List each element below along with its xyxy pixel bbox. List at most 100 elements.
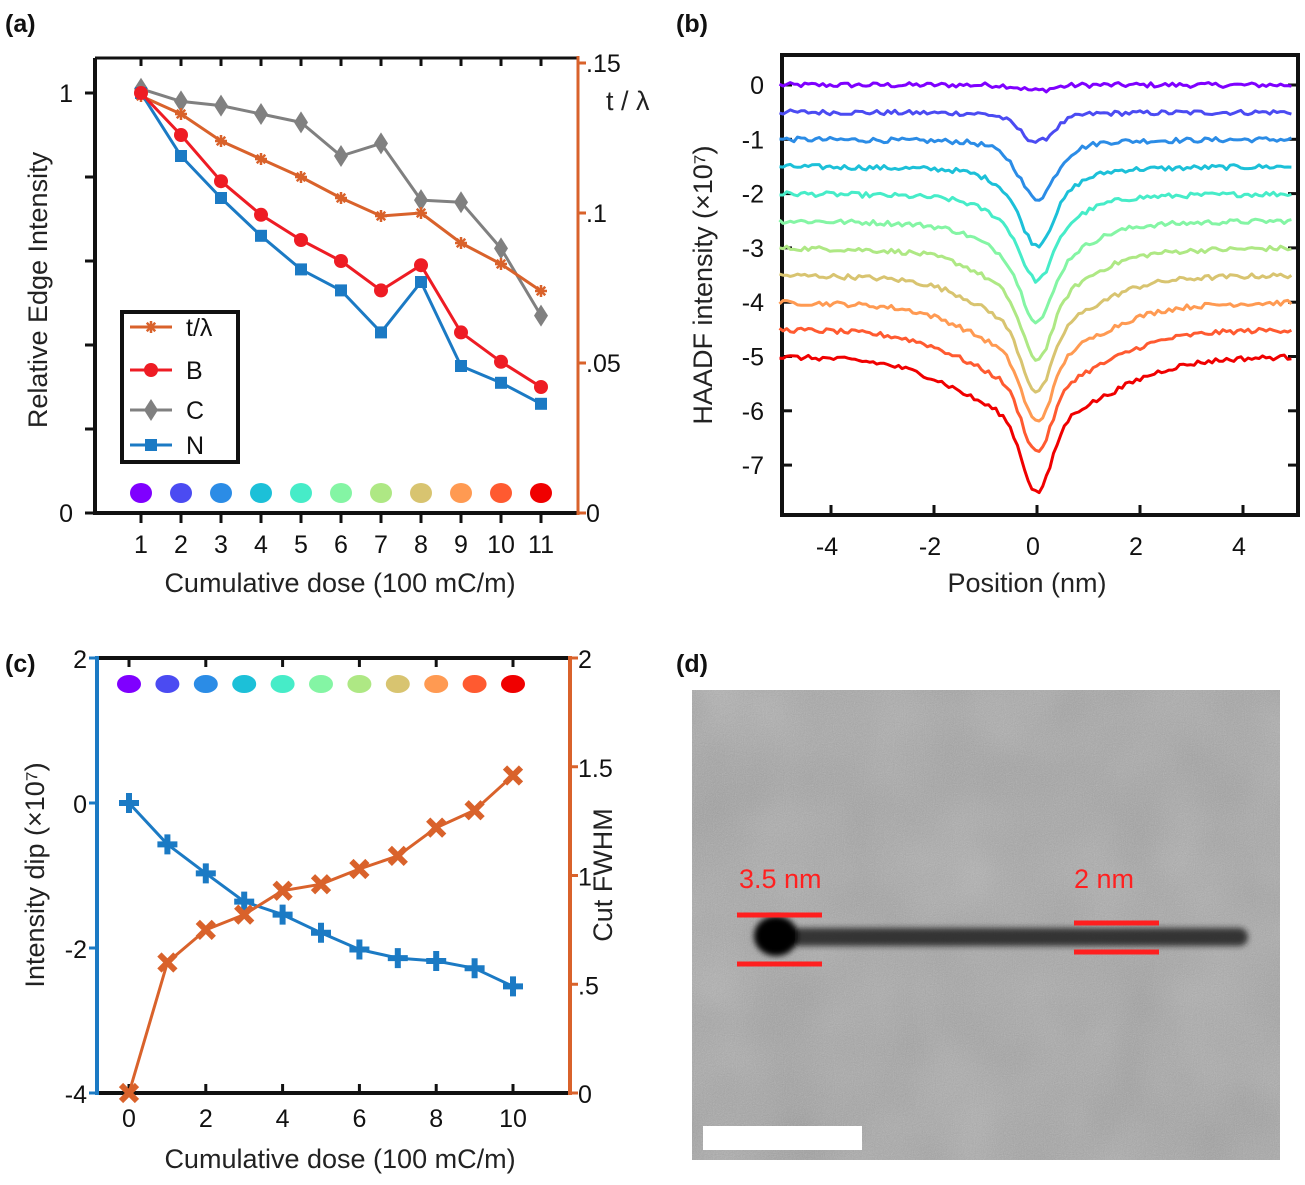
data-point [494,237,508,260]
x-tick-label: 2 [1129,533,1143,561]
data-point [195,863,216,884]
data-point [234,904,255,925]
data-point [426,817,447,838]
profile-curve [778,326,1293,453]
x-axis-label: Position (nm) [947,568,1106,598]
data-point [494,354,508,369]
data-point [464,958,485,979]
profile-curve [778,217,1292,325]
scale-bar [703,1126,862,1150]
data-point-stroke [335,192,347,204]
y2-tick-label: .15 [586,50,621,78]
dose-color-dot [501,675,525,693]
data-point [374,283,388,298]
x-axis-label: Cumulative dose (100 mC/m) [164,1144,515,1174]
legend-label: B [186,357,203,385]
data-point [195,919,216,940]
data-point [387,845,408,867]
data-point [534,380,548,394]
data-point [414,189,428,212]
x-tick-label: 7 [374,531,388,559]
y2-axis-label: t / λ [606,86,650,116]
data-point [454,325,468,340]
x-tick-label: -2 [919,533,941,561]
data-point [311,922,331,943]
panel-label: (b) [676,10,708,38]
y2-tick-label: 2 [578,646,592,674]
data-point [174,128,188,142]
legend-marker [145,439,157,451]
data-point [535,285,547,297]
data-point [335,192,347,204]
profile-curve [779,162,1292,249]
y2-tick-label: .1 [586,200,607,228]
y2-tick-label: 0 [578,1081,592,1109]
legend-marker [144,363,158,377]
dose-color-dot [330,483,352,503]
x-tick-label: 8 [429,1105,443,1133]
data-point [118,1082,140,1104]
data-point [255,229,267,242]
data-point-stroke [255,153,267,165]
data-point [415,207,427,219]
data-point [334,254,348,268]
legend-label: t/λ [186,314,213,342]
dose-color-dot [462,675,487,693]
data-point [157,834,178,855]
data-point [455,360,467,372]
data-point [503,976,523,997]
x-tick-label: 4 [254,531,268,559]
data-point [375,210,387,222]
profile-curve [779,272,1293,394]
series-intensity-dip [119,793,523,997]
panel-label: (a) [5,10,36,38]
y-tick-label: -3 [742,235,764,263]
data-point-stroke [175,108,187,120]
series-line [127,801,514,988]
data-point [455,237,467,249]
data-point [535,397,547,410]
dose-color-dot [290,483,312,503]
data-point [464,800,485,821]
data-point [495,258,507,270]
data-point [119,793,139,813]
y-tick-label: 1 [59,80,73,108]
data-point [254,103,268,125]
y-tick-label: -4 [65,1081,87,1109]
y-tick-label: 0 [750,72,764,100]
profile-curve [779,353,1292,495]
y-tick-label: 0 [73,791,87,819]
dose-color-dot [170,483,192,503]
dose-color-dot [347,675,372,693]
data-point-stroke [415,207,427,219]
data-point-stroke [455,237,467,249]
profile-curve [778,298,1293,423]
y2-tick-label: .5 [578,972,599,1000]
data-point [272,904,293,925]
data-point-stroke [495,258,507,270]
data-point [387,948,408,969]
x-tick-label: 3 [214,531,228,559]
dose-color-dot [130,483,152,503]
data-point [175,108,187,120]
dose-color-dot [410,483,432,503]
panel-d-stem-image: (d) 3.5 nm 2 nm [676,650,1280,1160]
x-tick-label: 4 [1232,533,1246,561]
data-point [335,284,347,297]
profile-curve [779,108,1292,144]
x-tick-label: 6 [334,531,348,559]
series-C [134,77,548,327]
data-point [502,765,524,786]
data-point [310,874,332,895]
y-axis-label: Relative Edge Intensity [23,151,53,428]
data-point [495,376,507,389]
x-tick-label: 1 [134,531,148,559]
profile-curve [779,135,1293,202]
legend-label: C [186,397,204,425]
data-point [215,192,227,204]
data-point-stroke [375,210,387,222]
x-tick-label: 4 [276,1105,290,1133]
data-point [426,951,447,972]
